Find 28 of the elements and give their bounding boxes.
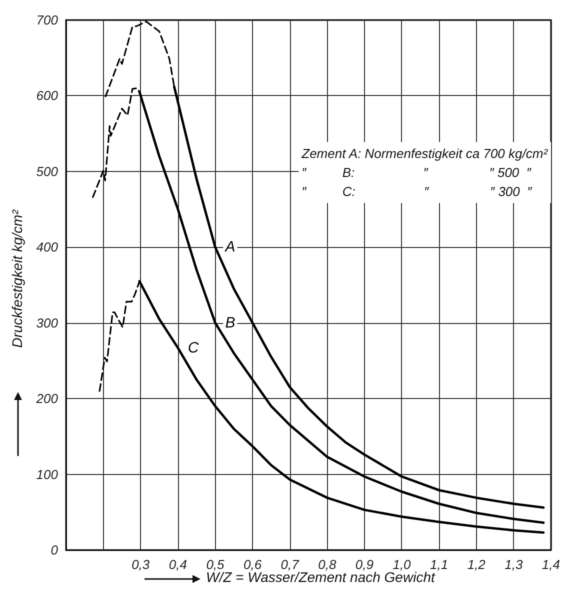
x-axis-title: W/Z = Wasser/Zement nach Gewicht: [206, 569, 436, 585]
y-tick-label: 300: [36, 315, 59, 330]
y-tick-label: 100: [36, 466, 59, 482]
series-label: C: [188, 339, 199, 356]
x-tick-label: 0,7: [280, 557, 300, 572]
x-tick-label: 0,5: [206, 557, 226, 572]
y-axis-title: Druckfestigkeit kg/cm²: [9, 208, 25, 348]
x-tick-label: 1,4: [542, 557, 560, 572]
x-tick-label: 1,0: [392, 557, 412, 572]
x-tick-label: 1,2: [467, 557, 486, 572]
y-tick-label: 600: [36, 88, 59, 104]
y-tick-label: 200: [35, 391, 59, 406]
x-tick-label: 0,8: [318, 557, 337, 572]
y-tick-label: 0: [50, 542, 59, 558]
x-tick-label: 0,9: [355, 557, 374, 572]
y-tick-label: 700: [36, 12, 59, 28]
series-label: B: [225, 314, 236, 332]
y-tick-label: 500: [36, 164, 59, 179]
annotation: ″ B: ″ ″ 500 ″: [302, 165, 532, 180]
x-tick-label: 1,1: [430, 557, 448, 572]
x-tick-label: 1,3: [504, 557, 524, 572]
x-tick-label: 0,6: [243, 557, 262, 572]
x-tick-label: 0,3: [132, 557, 150, 572]
x-tick-label: 0,4: [168, 557, 187, 572]
annotation: ″ C: ″ ″ 300 ″: [302, 184, 532, 199]
annotation: Zement A: Normenfestigkeit ca 700 kg/cm²: [300, 146, 548, 161]
y-tick-label: 400: [36, 240, 59, 255]
series-label: A: [224, 238, 236, 256]
